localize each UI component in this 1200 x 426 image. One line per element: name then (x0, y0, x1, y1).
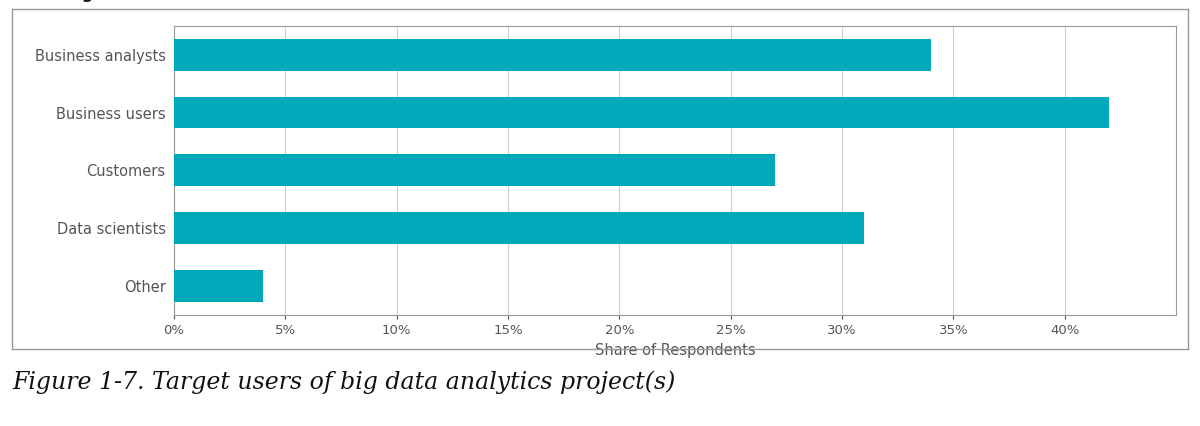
Text: Figure 1-7. Target users of big data analytics project(s): Figure 1-7. Target users of big data ana… (12, 371, 676, 394)
X-axis label: Share of Respondents: Share of Respondents (595, 343, 755, 358)
Bar (174, 97, 1109, 128)
Bar (174, 155, 775, 186)
Bar (174, 39, 931, 71)
Bar (174, 270, 263, 302)
Text: Target Users: Target Users (54, 0, 168, 3)
Bar (174, 213, 864, 244)
